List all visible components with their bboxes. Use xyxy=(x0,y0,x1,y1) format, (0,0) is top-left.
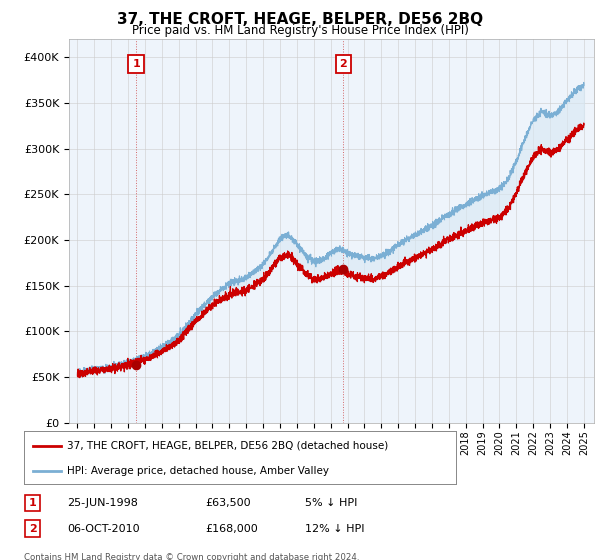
Text: Contains HM Land Registry data © Crown copyright and database right 2024.
This d: Contains HM Land Registry data © Crown c… xyxy=(24,553,359,560)
Text: 25-JUN-1998: 25-JUN-1998 xyxy=(67,498,138,508)
Text: £168,000: £168,000 xyxy=(205,524,258,534)
Text: £63,500: £63,500 xyxy=(205,498,251,508)
Text: 1: 1 xyxy=(29,498,37,508)
Text: 37, THE CROFT, HEAGE, BELPER, DE56 2BQ (detached house): 37, THE CROFT, HEAGE, BELPER, DE56 2BQ (… xyxy=(67,441,388,451)
Text: 2: 2 xyxy=(29,524,37,534)
Text: 06-OCT-2010: 06-OCT-2010 xyxy=(67,524,140,534)
Text: 2: 2 xyxy=(340,59,347,69)
Text: 5% ↓ HPI: 5% ↓ HPI xyxy=(305,498,357,508)
Text: HPI: Average price, detached house, Amber Valley: HPI: Average price, detached house, Ambe… xyxy=(67,466,329,476)
Text: 12% ↓ HPI: 12% ↓ HPI xyxy=(305,524,364,534)
Text: Price paid vs. HM Land Registry's House Price Index (HPI): Price paid vs. HM Land Registry's House … xyxy=(131,24,469,36)
Text: 37, THE CROFT, HEAGE, BELPER, DE56 2BQ: 37, THE CROFT, HEAGE, BELPER, DE56 2BQ xyxy=(117,12,483,27)
Text: 1: 1 xyxy=(133,59,140,69)
